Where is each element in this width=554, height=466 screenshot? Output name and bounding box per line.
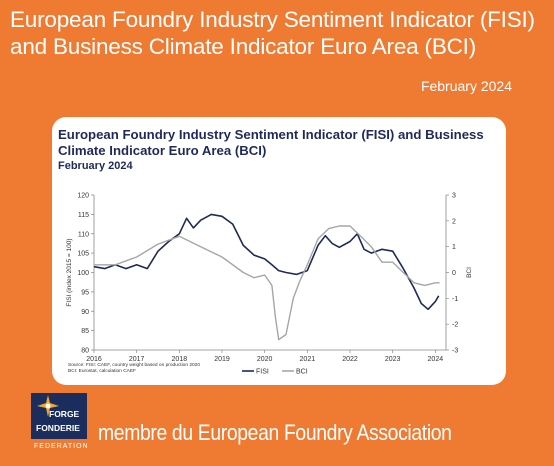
x-tick-label: 2024: [428, 356, 444, 363]
y-tick-label: 105: [77, 251, 89, 258]
y2-tick-label: 2: [452, 218, 456, 225]
x-tick-label: 2020: [257, 356, 273, 363]
logo-box: [31, 393, 87, 439]
y-tick-label: 85: [81, 328, 89, 335]
x-tick-label: 2017: [129, 356, 145, 363]
legend-label-bci: BCI: [296, 369, 308, 376]
x-tick-label: 2018: [172, 356, 188, 363]
footer-membership-text: membre du European Foundry Association: [98, 420, 452, 445]
page-date: February 2024: [420, 78, 512, 94]
y-tick-label: 90: [81, 309, 89, 316]
chart-card: 80 85 90 95 100 105 110 115 120 -3 -2 -1 0 1 2 3 2016 201…: [52, 117, 506, 385]
chart-title: European Foundry Industry Sentiment Indi…: [58, 127, 484, 158]
y2-tick-label: 1: [452, 244, 456, 251]
forge-fonderie-logo: FORGE FONDERIE FEDERATION: [31, 393, 89, 455]
y-tick-label: 95: [81, 289, 89, 296]
chart-subtitle: February 2024: [58, 160, 133, 172]
x-tick-label: 2019: [214, 356, 230, 363]
spark-star-icon: [37, 395, 59, 417]
logo-text-federation: FEDERATION: [34, 443, 89, 450]
series-line-bci: [94, 225, 440, 341]
y-tick-label: 110: [78, 231, 89, 238]
y-axis-title: FISI (index 2015 = 100): [66, 238, 73, 306]
y2-tick-label: -3: [452, 348, 458, 355]
y2-tick-label: 0: [452, 270, 456, 277]
page-title: European Foundry Industry Sentiment Indi…: [10, 7, 535, 59]
y-tick-label: 80: [81, 348, 89, 355]
legend-label-fisi: FISI: [256, 369, 269, 376]
y2-tick-label: -2: [452, 322, 458, 329]
y2-tick-label: 3: [452, 193, 456, 200]
x-tick-label: 2016: [86, 356, 102, 363]
y2-axis-title: BCI: [466, 267, 473, 278]
series-line-fisi: [93, 213, 440, 311]
x-tick-label: 2022: [342, 356, 358, 363]
chart-svg: 80 85 90 95 100 105 110 115 120 -3 -2 -1 0 1 2 3 2016 201…: [66, 193, 473, 376]
x-tick-label: 2023: [385, 356, 401, 363]
chart-source: Source: FISI: CAEF, country weight based…: [68, 363, 200, 375]
logo-text-forge: FORGE: [49, 409, 80, 419]
y-tick-label: 100: [77, 270, 89, 277]
source-line-2: BCI: Eurostat, calculation CAEF: [68, 369, 136, 374]
y2-tick-label: -1: [452, 296, 458, 303]
y-tick-label: 120: [77, 193, 89, 200]
x-tick-label: 2021: [300, 356, 316, 363]
y-tick-label: 115: [78, 212, 89, 219]
source-line-1: Source: FISI: CAEF, country weight based…: [68, 363, 200, 368]
logo-text-fonderie: FONDERIE: [36, 423, 80, 433]
